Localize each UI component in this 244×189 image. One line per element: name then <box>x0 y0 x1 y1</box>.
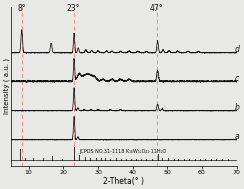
Text: d: d <box>235 45 240 54</box>
Text: c: c <box>235 74 239 83</box>
Text: a: a <box>235 132 239 141</box>
Y-axis label: Intensity ( a.u. ): Intensity ( a.u. ) <box>3 58 10 114</box>
Text: 47°: 47° <box>150 4 164 13</box>
Text: JCPDS NO.31-1118 K₁₆W₁₂O₄₁·11H₂O: JCPDS NO.31-1118 K₁₆W₁₂O₄₁·11H₂O <box>79 149 166 154</box>
Text: 23°: 23° <box>67 4 81 13</box>
X-axis label: 2-Theta(° ): 2-Theta(° ) <box>103 177 144 186</box>
Text: 8°: 8° <box>17 4 26 13</box>
Text: b: b <box>235 103 240 112</box>
